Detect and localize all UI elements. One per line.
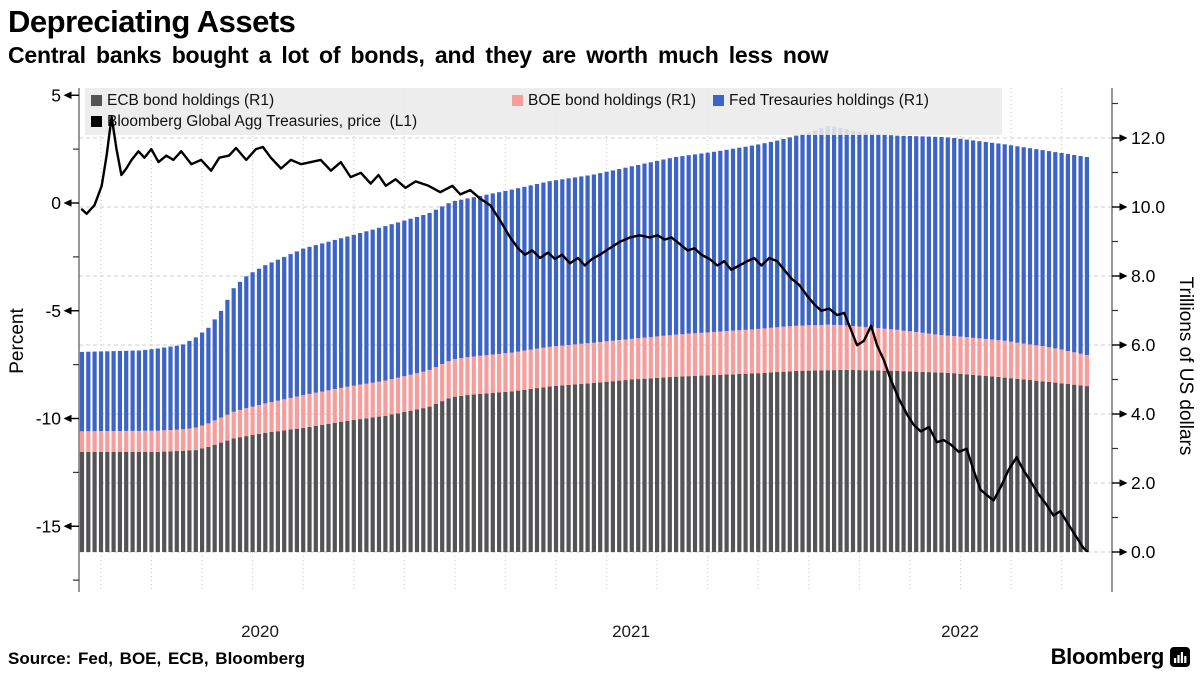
bloomberg-logo-text: Bloomberg	[1050, 644, 1165, 669]
source-note: Source: Fed, BOE, ECB, Bloomberg	[8, 649, 306, 668]
svg-text:-10: -10	[36, 409, 62, 429]
svg-text:4.0: 4.0	[1131, 404, 1156, 424]
legend-label-line: Bloomberg Global Agg Treasuries, price (…	[107, 113, 418, 130]
boe-swatch-icon	[512, 95, 523, 106]
legend-label-ecb: ECB bond holdings (R1)	[107, 92, 275, 109]
legend-label-fed: Fed Tresauries holdings (R1)	[729, 92, 929, 109]
svg-text:0.0: 0.0	[1131, 542, 1156, 562]
right-axis-title: Trillions of US dollars	[1175, 276, 1196, 456]
svg-text:10.0: 10.0	[1131, 197, 1165, 217]
x-tick-2020: 2020	[241, 622, 279, 641]
ecb-swatch-icon	[91, 95, 102, 106]
svg-text:8.0: 8.0	[1131, 266, 1156, 286]
x-tick-2022: 2022	[941, 622, 979, 641]
page-title: Depreciating Assets	[8, 4, 296, 39]
svg-text:0: 0	[51, 193, 61, 213]
fed-swatch-icon	[713, 95, 724, 106]
legend-item-fed: Fed Tresauries holdings (R1)	[713, 92, 929, 110]
chart-legend: ECB bond holdings (R1) BOE bond holdings…	[85, 88, 1002, 135]
x-tick-2021: 2021	[612, 622, 650, 641]
legend-item-line: Bloomberg Global Agg Treasuries, price (…	[91, 113, 417, 131]
svg-text:12.0: 12.0	[1131, 128, 1165, 148]
svg-text:-15: -15	[36, 516, 61, 536]
legend-item-boe: BOE bond holdings (R1)	[512, 92, 696, 110]
line-swatch-icon	[91, 116, 102, 127]
svg-text:5: 5	[51, 85, 61, 105]
svg-text:-5: -5	[45, 301, 61, 321]
svg-text:2.0: 2.0	[1131, 473, 1156, 493]
page-subtitle: Central banks bought a lot of bonds, and…	[8, 42, 829, 68]
legend-label-boe: BOE bond holdings (R1)	[528, 92, 697, 109]
svg-text:6.0: 6.0	[1131, 335, 1156, 355]
legend-item-ecb: ECB bond holdings (R1)	[91, 92, 274, 110]
left-axis-title: Percent	[7, 308, 28, 374]
bloomberg-logo-icon	[1170, 647, 1190, 667]
